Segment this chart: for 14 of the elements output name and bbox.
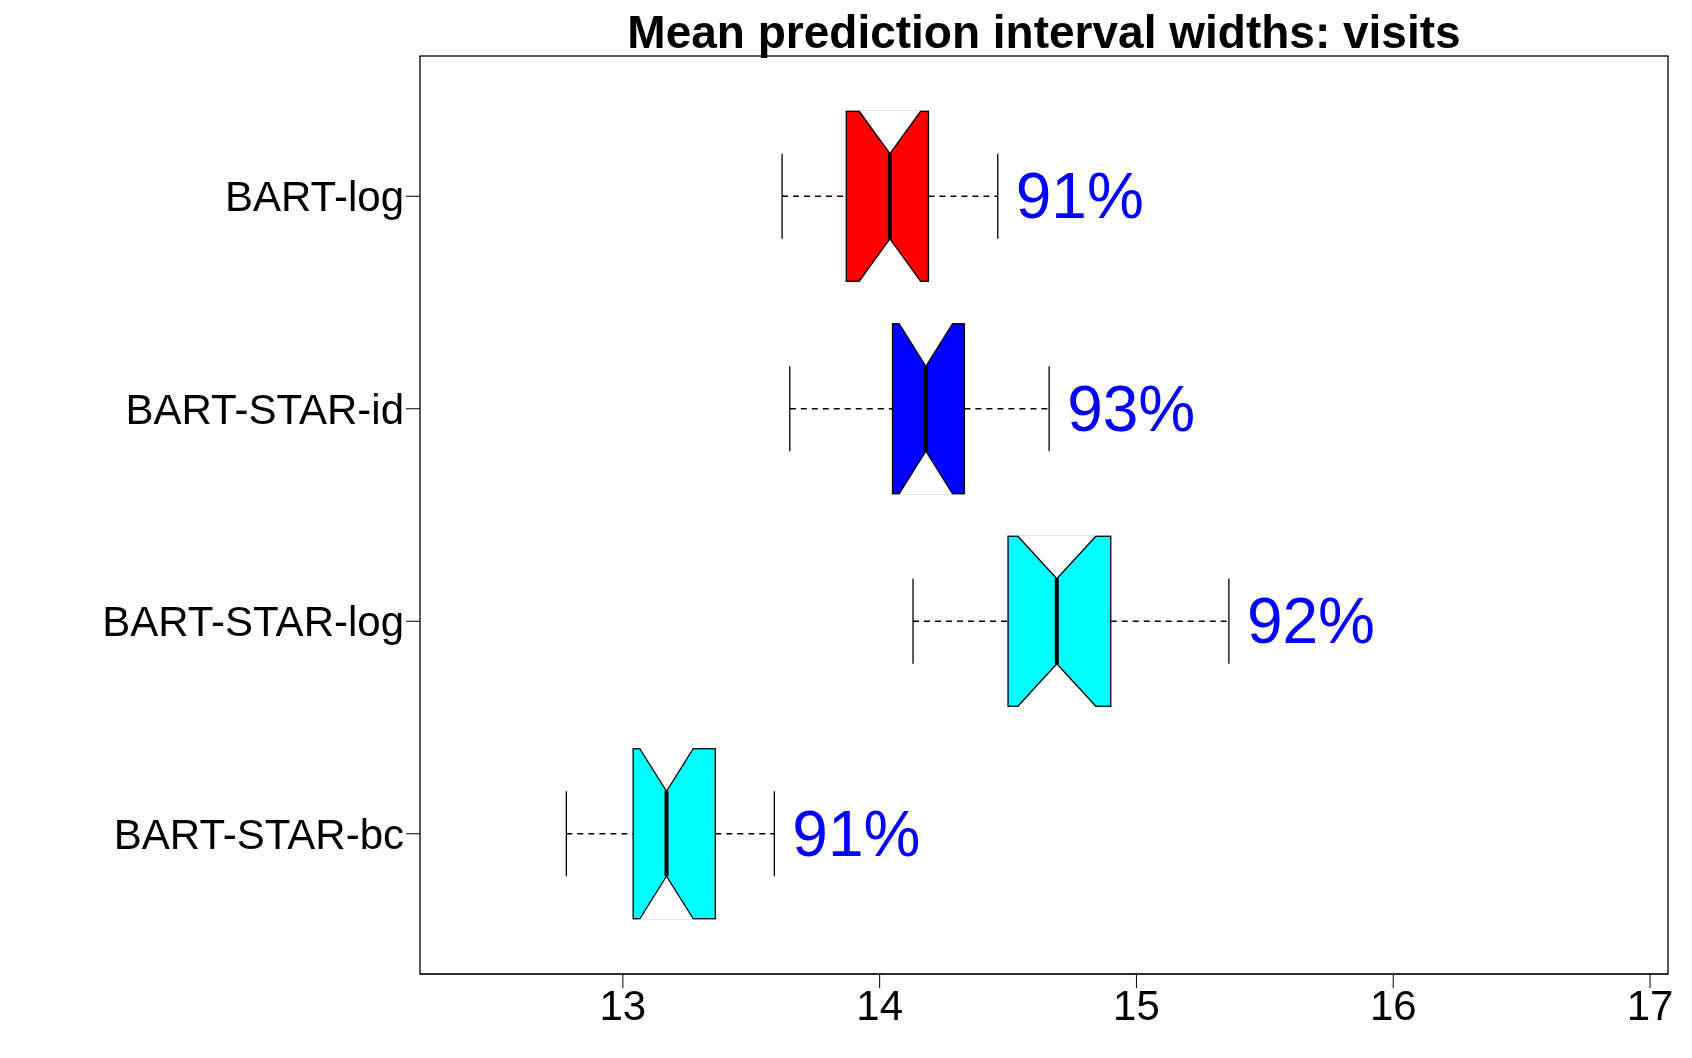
chart-title: Mean prediction interval widths: visits [627,6,1461,58]
annotation: 92% [1246,585,1375,658]
x-tick-label: 17 [1626,981,1674,1029]
annotation: 91% [1015,160,1144,233]
annotation: 93% [1067,372,1196,445]
x-tick-label: 13 [599,981,647,1029]
y-tick-label: BART-STAR-bc [113,810,404,858]
y-tick-label: BART-STAR-log [102,598,404,646]
y-tick-label: BART-log [225,173,404,221]
y-tick-label: BART-STAR-id [125,385,404,433]
x-tick-label: 15 [1113,981,1160,1029]
x-tick-label: 14 [856,981,904,1029]
annotation: 91% [792,797,921,870]
x-tick-label: 16 [1369,981,1417,1029]
